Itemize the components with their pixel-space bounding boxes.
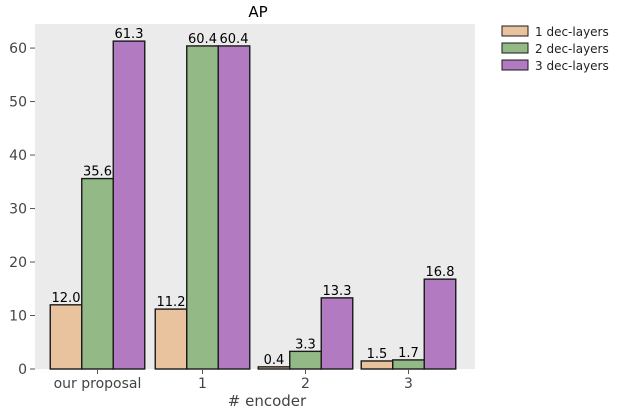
bar <box>81 177 114 370</box>
data-label: 12.0 <box>52 291 81 306</box>
bars-layer <box>49 40 457 370</box>
data-label: 1.5 <box>367 347 388 362</box>
x-tick-label: our proposal <box>54 376 142 392</box>
data-labels-layer: 12.0 35.6 61.3 11.2 60.4 60.4 0.4 3.3 13.3 1.5 1.7… <box>52 27 455 368</box>
x-tick-label: 3 <box>404 376 413 392</box>
data-label: 13.3 <box>323 284 352 299</box>
data-label: 60.4 <box>220 32 249 47</box>
legend-label: 3 dec-layers <box>535 59 609 73</box>
y-tick-label: 50 <box>9 95 27 111</box>
x-axis: our proposal 1 2 3 <box>54 369 413 392</box>
legend-swatch <box>501 59 529 71</box>
x-tick-label: 2 <box>301 376 310 392</box>
data-label: 61.3 <box>115 27 144 42</box>
legend: 1 dec-layers 2 dec-layers 3 dec-layers <box>501 25 609 73</box>
x-axis-label: # encoder <box>228 392 307 410</box>
data-label: 60.4 <box>188 32 217 47</box>
bar <box>186 45 219 370</box>
bar <box>112 40 146 370</box>
y-tick-label: 0 <box>18 362 27 378</box>
bar <box>154 308 188 370</box>
data-label: 1.7 <box>398 346 419 361</box>
legend-label: 1 dec-layers <box>535 25 609 39</box>
x-tick-label: 1 <box>198 376 207 392</box>
y-tick-label: 20 <box>9 255 27 271</box>
data-label: 11.2 <box>157 295 186 310</box>
bar <box>217 45 251 370</box>
y-tick-label: 30 <box>9 202 27 218</box>
y-tick-label: 10 <box>9 309 27 325</box>
data-label: 35.6 <box>83 165 112 180</box>
chart-title: AP <box>248 3 267 21</box>
bar <box>423 278 457 370</box>
data-label: 0.4 <box>264 353 285 368</box>
legend-swatch <box>501 42 529 54</box>
legend-label: 2 dec-layers <box>535 42 609 56</box>
bar <box>392 359 425 370</box>
legend-swatch <box>501 25 529 37</box>
bar <box>49 304 83 370</box>
data-label: 3.3 <box>295 337 316 352</box>
bar <box>320 297 354 370</box>
bar <box>360 360 394 370</box>
data-label: 16.8 <box>426 265 455 280</box>
y-tick-label: 40 <box>9 148 27 164</box>
y-axis: 0 10 20 30 40 50 60 <box>9 41 35 378</box>
bar <box>289 350 322 370</box>
y-tick-label: 60 <box>9 41 27 57</box>
